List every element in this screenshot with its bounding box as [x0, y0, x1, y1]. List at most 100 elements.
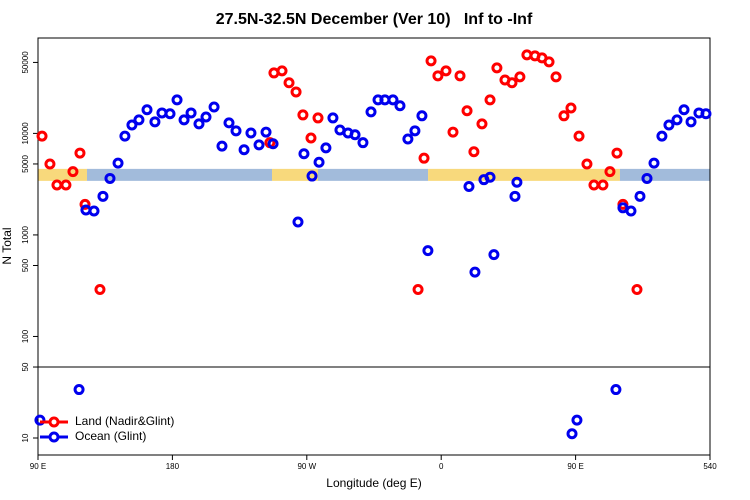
data-point	[543, 56, 555, 68]
data-point	[88, 205, 100, 217]
x-tick-label: 90 E	[567, 462, 583, 471]
data-point	[700, 108, 712, 120]
data-point	[514, 71, 526, 83]
data-point	[305, 132, 317, 144]
data-point	[297, 109, 309, 121]
data-point	[573, 130, 585, 142]
data-point	[104, 172, 116, 184]
data-point	[648, 157, 660, 169]
legend-marker	[48, 416, 60, 428]
data-point	[312, 112, 324, 124]
data-point	[476, 118, 488, 130]
data-point	[558, 110, 570, 122]
y-tick-label: 50000	[21, 51, 30, 74]
y-tick-label: 100	[21, 329, 30, 343]
data-point	[468, 146, 480, 158]
data-point	[245, 127, 257, 139]
data-point	[491, 62, 503, 74]
x-tick-label: 540	[703, 462, 717, 471]
y-axis-label: N Total	[0, 227, 14, 264]
data-point	[327, 112, 339, 124]
data-point	[581, 158, 593, 170]
chart-title: 27.5N-32.5N December (Ver 10) Inf to -In…	[216, 11, 533, 28]
data-point	[597, 179, 609, 191]
plot-frame	[37, 37, 711, 456]
data-point	[60, 179, 72, 191]
data-point	[141, 104, 153, 116]
data-point	[656, 130, 668, 142]
data-point	[216, 140, 228, 152]
data-point	[74, 147, 86, 159]
data-point	[313, 156, 325, 168]
data-point	[506, 77, 518, 89]
data-point	[394, 100, 406, 112]
data-point	[571, 414, 583, 426]
data-point	[185, 107, 197, 119]
data-point	[94, 284, 106, 296]
legend-label: Land (Nadir&Glint)	[75, 414, 174, 428]
data-point	[36, 130, 48, 142]
data-point	[511, 176, 523, 188]
data-point	[200, 111, 212, 123]
data-point	[463, 180, 475, 192]
data-point	[440, 65, 452, 77]
data-point	[133, 114, 145, 126]
data-point	[34, 414, 46, 426]
data-point	[509, 190, 521, 202]
data-point	[112, 157, 124, 169]
x-axis-label: Longitude (deg E)	[326, 476, 421, 490]
data-point	[488, 249, 500, 261]
data-point	[588, 179, 600, 191]
data-point	[97, 190, 109, 202]
data-point	[484, 94, 496, 106]
data-point	[276, 65, 288, 77]
data-point	[685, 116, 697, 128]
data-point	[208, 101, 220, 113]
data-point	[565, 102, 577, 114]
data-point	[306, 170, 318, 182]
data-point	[357, 137, 369, 149]
data-point	[671, 114, 683, 126]
legend-label: Ocean (Glint)	[75, 429, 146, 443]
data-point	[418, 152, 430, 164]
data-point	[454, 70, 466, 82]
data-point	[365, 106, 377, 118]
data-point	[678, 104, 690, 116]
data-point	[164, 108, 176, 120]
y-tick-label: 500	[21, 258, 30, 272]
y-tick-label: 10	[21, 433, 30, 442]
data-point	[604, 166, 616, 178]
y-tick-label: 5000	[21, 155, 30, 173]
data-point	[461, 105, 473, 117]
data-point	[320, 142, 332, 154]
data-point	[253, 139, 265, 151]
legend-marker	[48, 431, 60, 443]
data-point	[634, 190, 646, 202]
data-point	[79, 198, 91, 210]
data-point	[550, 71, 562, 83]
data-point	[566, 428, 578, 440]
data-point	[412, 284, 424, 296]
data-point	[298, 148, 310, 160]
data-point	[73, 384, 85, 396]
data-point	[432, 70, 444, 82]
y-tick-label: 1000	[21, 225, 30, 243]
data-point	[67, 166, 79, 178]
data-point	[290, 86, 302, 98]
data-point	[387, 94, 399, 106]
data-point	[422, 245, 434, 257]
data-point	[425, 55, 437, 67]
data-point	[641, 172, 653, 184]
data-point	[223, 117, 235, 129]
data-point	[409, 125, 421, 137]
data-point	[171, 94, 183, 106]
data-point	[44, 158, 56, 170]
y-tick-label: 10000	[21, 122, 30, 145]
x-tick-label: 180	[166, 462, 180, 471]
data-point	[663, 119, 675, 131]
data-point	[610, 384, 622, 396]
data-point	[51, 179, 63, 191]
data-point	[469, 266, 481, 278]
